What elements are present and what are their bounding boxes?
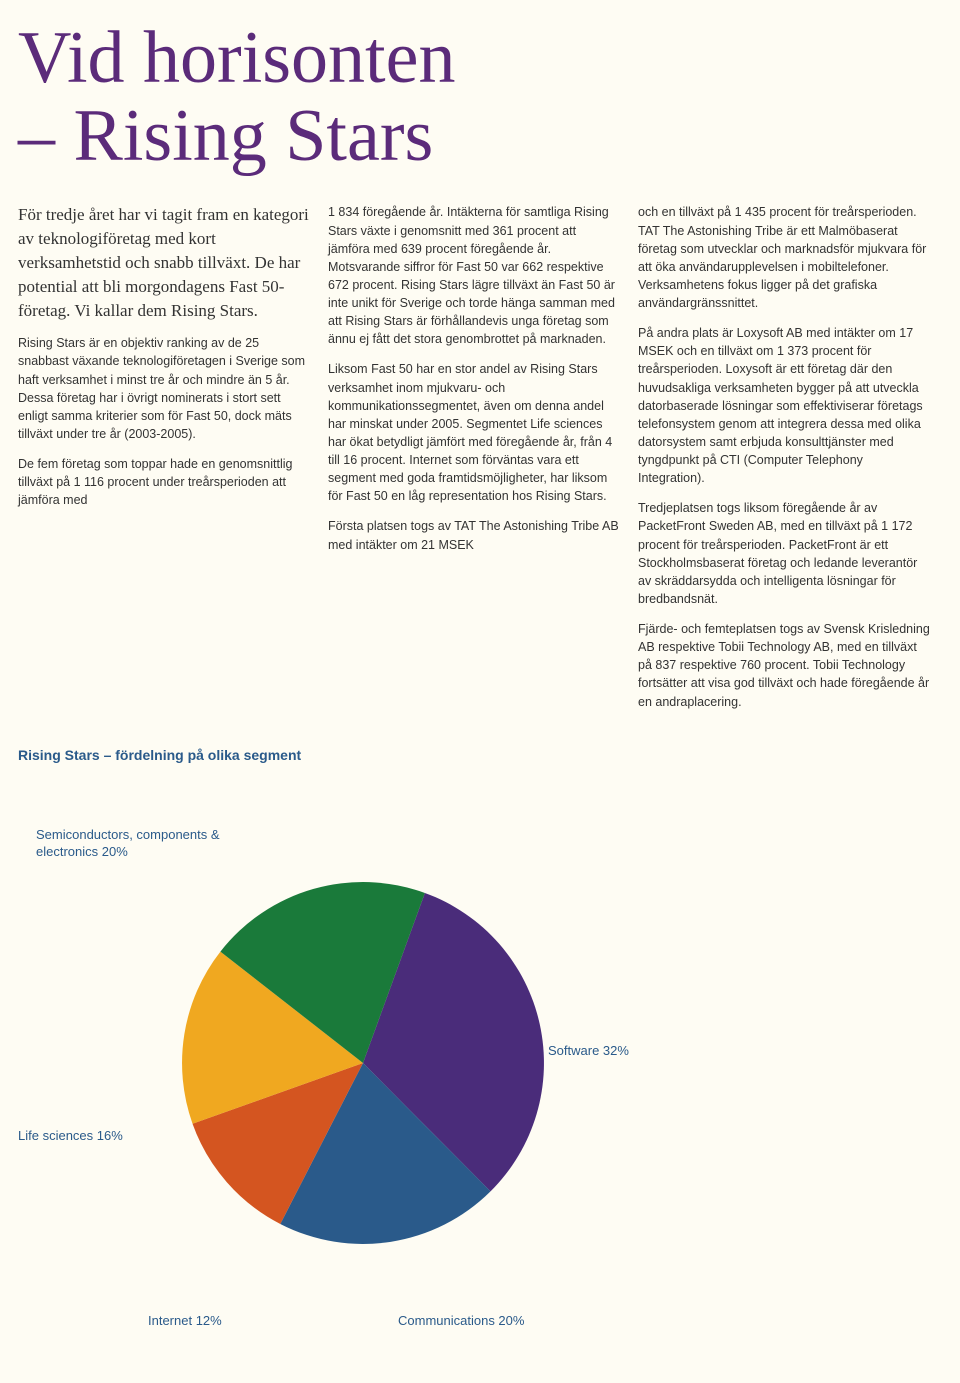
- col3-p4: Fjärde- och femteplatsen togs av Svensk …: [638, 620, 930, 711]
- pie-chart-area: Semiconductors, components & electronics…: [18, 783, 638, 1343]
- col2-p3: Första platsen togs av TAT The Astonishi…: [328, 517, 620, 553]
- col1-p1: Rising Stars är en objektiv ranking av d…: [18, 334, 310, 443]
- column-1: För tredje året har vi tagit fram en kat…: [18, 203, 310, 722]
- chart-title: Rising Stars – fördelning på olika segme…: [18, 747, 930, 763]
- label-life-sciences: Life sciences 16%: [18, 1128, 123, 1145]
- col2-p1: 1 834 föregående år. Intäkterna för samt…: [328, 203, 620, 348]
- label-software: Software 32%: [548, 1043, 629, 1060]
- label-communications: Communications 20%: [398, 1313, 524, 1330]
- column-3: och en tillväxt på 1 435 procent för tre…: [638, 203, 930, 722]
- label-internet: Internet 12%: [148, 1313, 222, 1330]
- col3-p3: Tredjeplatsen togs liksom föregående år …: [638, 499, 930, 608]
- col2-p2: Liksom Fast 50 har en stor andel av Risi…: [328, 360, 620, 505]
- pie-chart: [173, 873, 553, 1253]
- col3-p2: På andra plats är Loxysoft AB med intäkt…: [638, 324, 930, 487]
- title-line1: Vid horisonten: [18, 17, 455, 99]
- text-columns: För tredje året har vi tagit fram en kat…: [18, 203, 930, 722]
- label-semiconductors: Semiconductors, components & electronics…: [36, 827, 226, 861]
- column-2: 1 834 föregående år. Intäkterna för samt…: [328, 203, 620, 722]
- col1-p2: De fem företag som toppar hade en genoms…: [18, 455, 310, 509]
- intro-text: För tredje året har vi tagit fram en kat…: [18, 203, 310, 322]
- title-line2: – Rising Stars: [18, 95, 433, 177]
- col3-p1: och en tillväxt på 1 435 procent för tre…: [638, 203, 930, 312]
- page-title: Vid horisonten – Rising Stars: [18, 20, 930, 175]
- pie-wrap: [173, 873, 553, 1253]
